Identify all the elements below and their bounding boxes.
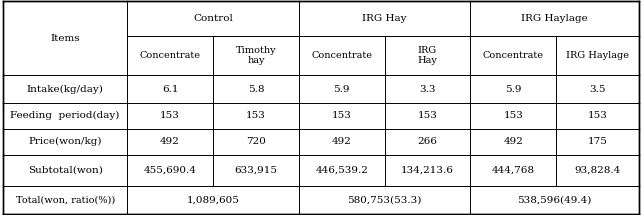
Text: Concentrate: Concentrate [311, 51, 372, 60]
Text: IRG
Hay: IRG Hay [417, 46, 437, 65]
Text: Control: Control [193, 14, 233, 23]
Text: 153: 153 [587, 111, 607, 120]
Text: 5.9: 5.9 [505, 84, 521, 94]
Text: Concentrate: Concentrate [139, 51, 200, 60]
Text: 134,213.6: 134,213.6 [401, 166, 454, 175]
Text: Feeding  period(day): Feeding period(day) [10, 111, 120, 120]
Text: 492: 492 [332, 137, 352, 146]
Text: 153: 153 [160, 111, 180, 120]
Text: Total(won, ratio(%)): Total(won, ratio(%)) [15, 195, 115, 204]
Text: 720: 720 [246, 137, 266, 146]
Text: 3.3: 3.3 [419, 84, 436, 94]
Text: 6.1: 6.1 [162, 84, 178, 94]
Text: 175: 175 [587, 137, 607, 146]
Text: 444,768: 444,768 [492, 166, 535, 175]
Text: 153: 153 [246, 111, 266, 120]
Text: 3.5: 3.5 [589, 84, 606, 94]
Text: 633,915: 633,915 [234, 166, 277, 175]
Text: 492: 492 [160, 137, 180, 146]
Text: Subtotal(won): Subtotal(won) [28, 166, 103, 175]
Text: Timothy
hay: Timothy hay [236, 46, 276, 65]
Text: Items: Items [50, 34, 80, 43]
Text: 266: 266 [417, 137, 437, 146]
Text: 492: 492 [503, 137, 523, 146]
Text: 538,596(49.4): 538,596(49.4) [517, 195, 592, 204]
Text: 1,089,605: 1,089,605 [187, 195, 239, 204]
Text: 153: 153 [503, 111, 523, 120]
Text: Intake(kg/day): Intake(kg/day) [27, 84, 103, 94]
Text: 5.8: 5.8 [248, 84, 264, 94]
Text: 5.9: 5.9 [333, 84, 350, 94]
Text: Concentrate: Concentrate [483, 51, 544, 60]
Text: 153: 153 [417, 111, 437, 120]
Text: Price(won/kg): Price(won/kg) [28, 137, 102, 146]
Text: 580,753(53.3): 580,753(53.3) [347, 195, 422, 204]
Text: IRG Haylage: IRG Haylage [521, 14, 588, 23]
Text: 455,690.4: 455,690.4 [144, 166, 196, 175]
Text: IRG Haylage: IRG Haylage [566, 51, 629, 60]
Text: 93,828.4: 93,828.4 [575, 166, 621, 175]
Text: 153: 153 [332, 111, 352, 120]
Text: IRG Hay: IRG Hay [362, 14, 407, 23]
Text: 446,539.2: 446,539.2 [315, 166, 368, 175]
